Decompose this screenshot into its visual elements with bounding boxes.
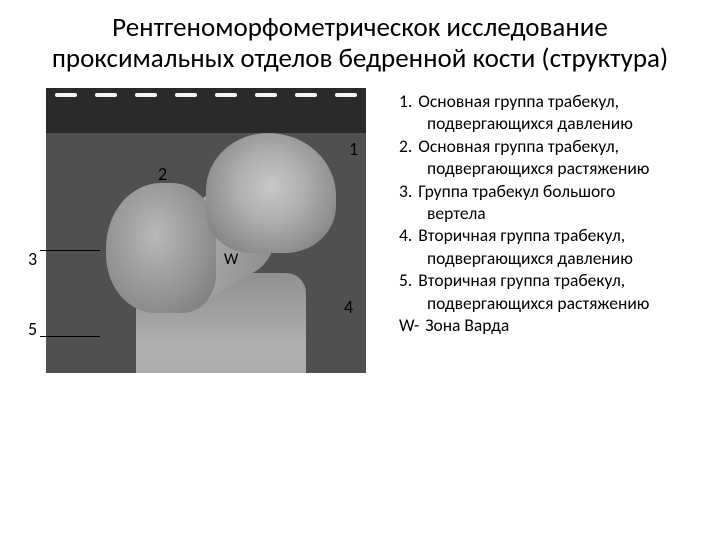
legend-text: Вторичная группа трабекул, — [412, 224, 625, 246]
legend-num: 1. — [399, 90, 412, 112]
legend-text: Основная группа трабекул, — [412, 135, 619, 157]
greater-trochanter — [106, 183, 216, 313]
legend-num: 3. — [399, 180, 412, 202]
annotation-5: 5 — [28, 318, 37, 340]
legend-item: 5. Вторичная группа трабекул, — [399, 269, 649, 291]
annotation-4: 4 — [344, 296, 353, 318]
pointer-line-5 — [40, 336, 100, 337]
ruler-tick — [55, 93, 77, 97]
ruler-tick — [135, 93, 157, 97]
legend-item: 1. Основная группа трабекул, — [399, 90, 649, 112]
ruler-tick — [215, 93, 237, 97]
legend-num: 2. — [399, 135, 412, 157]
annotation-3: 3 — [28, 248, 37, 270]
legend-item: W- Зона Варда — [399, 314, 649, 336]
ruler-tick — [295, 93, 317, 97]
legend-sub: вертела — [399, 202, 649, 224]
legend-item: 4. Вторичная группа трабекул, — [399, 224, 649, 246]
legend-text: Зона Варда — [419, 314, 509, 336]
ruler-tick — [335, 93, 357, 97]
legend-text: Основная группа трабекул, — [412, 90, 619, 112]
slide: Рентгеноморфометрическок исследование пр… — [0, 0, 720, 540]
legend-item: 2. Основная группа трабекул, — [399, 135, 649, 157]
ruler-tick — [95, 93, 117, 97]
xray-image — [46, 133, 366, 373]
legend-item: 3. Группа трабекул большого — [399, 180, 649, 202]
legend-sub: подвергающихся давлению — [399, 112, 649, 134]
slide-title: Рентгеноморфометрическок исследование пр… — [24, 12, 696, 74]
legend-num: W- — [399, 314, 419, 336]
legend-text: Вторичная группа трабекул, — [412, 269, 625, 291]
content-row: 1 2 3 W 4 5 1. Основная группа трабекул,… — [24, 88, 696, 373]
legend: 1. Основная группа трабекул, подвергающи… — [399, 88, 649, 373]
xray-figure: 1 2 3 W 4 5 — [24, 88, 389, 373]
pointer-line-3 — [40, 250, 100, 251]
ruler-tick — [175, 93, 197, 97]
annotation-2: 2 — [158, 163, 167, 185]
legend-sub: подвергающихся давлению — [399, 247, 649, 269]
legend-num: 5. — [399, 269, 412, 291]
legend-sub: подвергающихся растяжению — [399, 157, 649, 179]
annotation-1: 1 — [349, 138, 358, 160]
annotation-w: W — [224, 250, 238, 269]
ruler-tick — [255, 93, 277, 97]
legend-text: Группа трабекул большого — [412, 180, 615, 202]
legend-num: 4. — [399, 224, 412, 246]
bone-silhouette — [86, 133, 346, 373]
femoral-head — [206, 133, 336, 253]
legend-sub: подвергающихся растяжению — [399, 292, 649, 314]
xray-ruler — [46, 90, 366, 100]
